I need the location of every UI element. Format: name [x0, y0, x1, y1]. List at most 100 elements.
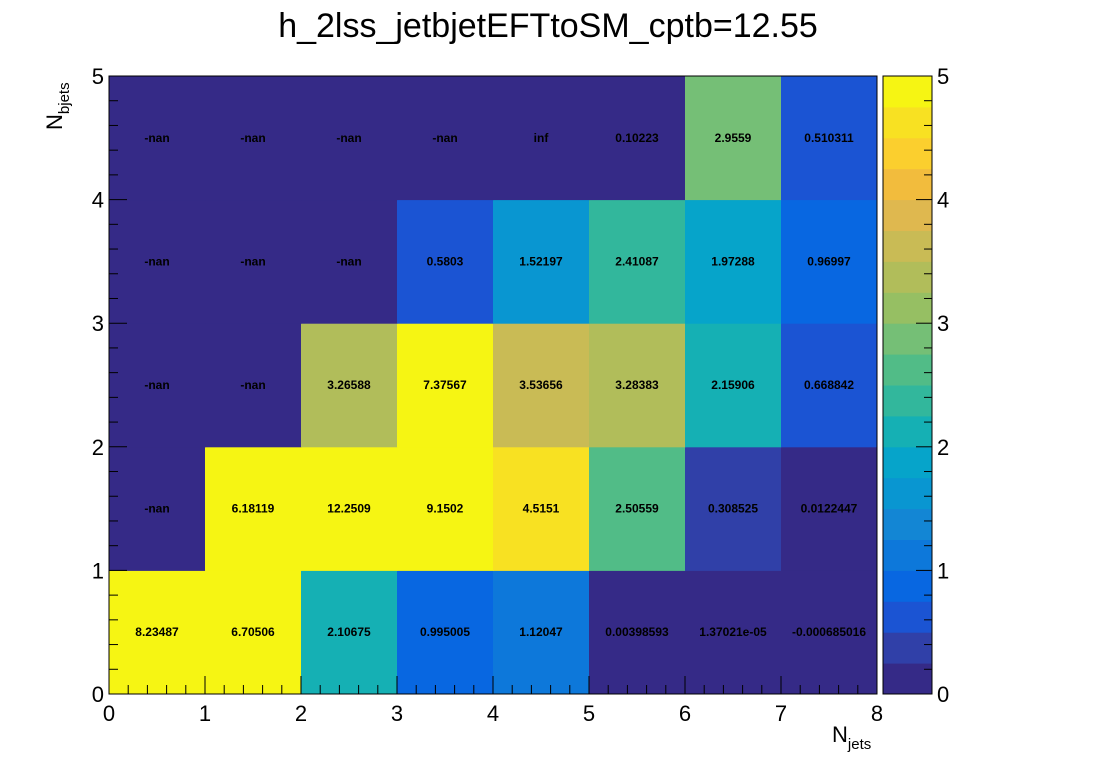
cell-value-label: 0.510311 — [804, 131, 854, 145]
x-tick-label: 6 — [679, 701, 691, 726]
cell-value-label: -nan — [144, 378, 169, 392]
cell-value-label: 12.2509 — [327, 502, 371, 516]
cell-value-label: 2.50559 — [615, 502, 659, 516]
palette-segment — [883, 508, 932, 540]
palette-segment — [883, 168, 932, 201]
cell-value-label: -nan — [336, 254, 361, 268]
heatmap-cell — [781, 199, 878, 324]
heatmap-cell — [781, 446, 878, 571]
heatmap-cell — [781, 570, 878, 695]
heatmap-cells — [109, 76, 878, 695]
palette-tick-label: 5 — [937, 64, 949, 89]
cell-value-label: -nan — [240, 131, 265, 145]
cell-value-label: 3.26588 — [327, 378, 371, 392]
cell-value-label: 3.53656 — [519, 378, 563, 392]
cell-value-label: inf — [534, 131, 550, 145]
palette-segment — [883, 539, 932, 571]
cell-value-label: 1.52197 — [519, 254, 563, 268]
cell-value-label: -nan — [240, 254, 265, 268]
palette-tick-label: 1 — [937, 558, 949, 583]
x-tick-label: 1 — [199, 701, 211, 726]
palette-tick-label: 4 — [937, 188, 949, 213]
heatmap-cell — [493, 323, 590, 448]
cell-value-label: -nan — [240, 378, 265, 392]
palette-segment — [883, 230, 932, 262]
palette-segment — [883, 415, 932, 448]
cell-value-label: -nan — [432, 131, 457, 145]
heatmap-cell — [493, 570, 590, 695]
y-tick-label: 3 — [92, 311, 104, 336]
heatmap-cell — [205, 570, 302, 695]
heatmap-cell — [589, 446, 686, 571]
cell-value-label: 1.97288 — [711, 254, 755, 268]
y-tick-label: 0 — [92, 682, 104, 707]
cell-value-label: -0.000685016 — [792, 625, 866, 639]
heatmap-cell — [109, 446, 206, 571]
cell-value-label: 0.10223 — [615, 131, 659, 145]
palette-segment — [883, 261, 932, 293]
cell-value-label: 0.0122447 — [801, 502, 858, 516]
heatmap-cell — [109, 323, 206, 448]
palette-segment — [883, 199, 932, 231]
heatmap-cell — [205, 446, 302, 571]
palette-segment — [883, 323, 932, 355]
heatmap-cell — [109, 199, 206, 324]
heatmap-cell — [685, 570, 782, 695]
cell-value-label: 3.28383 — [615, 378, 659, 392]
cell-value-label: -nan — [144, 502, 169, 516]
palette-segment — [883, 385, 932, 417]
palette-segment — [883, 477, 932, 510]
y-axis-label-main: N — [42, 114, 67, 130]
palette-tick-label: 3 — [937, 311, 949, 336]
y-tick-label: 2 — [92, 435, 104, 460]
heatmap-cell — [781, 76, 878, 201]
x-tick-label: 7 — [775, 701, 787, 726]
cell-value-label: 7.37567 — [423, 378, 467, 392]
heatmap-cell — [685, 446, 782, 571]
heatmap-cell — [301, 76, 398, 201]
x-axis-label-sub: jets — [847, 736, 871, 753]
cell-value-label: 0.5803 — [427, 254, 464, 268]
cell-labels: 8.23487 6.70506 2.10675 0.995005 1.12047 0.00… — [135, 131, 866, 639]
heatmap-cell — [301, 570, 398, 695]
x-tick-label: 3 — [391, 701, 403, 726]
cell-value-label: 2.10675 — [327, 625, 371, 639]
heatmap-cell — [493, 76, 590, 201]
heatmap-cell — [205, 199, 302, 324]
heatmap-cell — [397, 199, 494, 324]
heatmap-cell — [301, 323, 398, 448]
cell-value-label: 0.308525 — [708, 502, 758, 516]
cell-value-label: 6.18119 — [232, 502, 275, 516]
cell-value-label: 8.23487 — [135, 625, 179, 639]
y-tick-label: 4 — [92, 188, 104, 213]
palette-segment — [883, 76, 932, 108]
x-tick-label: 8 — [871, 701, 883, 726]
heatmap-cell — [301, 446, 398, 571]
cell-value-label: 2.41087 — [615, 254, 659, 268]
heatmap-cell — [397, 446, 494, 571]
palette-tick-label: 0 — [937, 682, 949, 707]
cell-value-label: 2.15906 — [711, 378, 755, 392]
heatmap-cell — [685, 76, 782, 201]
cell-value-label: 0.995005 — [420, 625, 470, 639]
y-axis-label: Nbjets — [42, 82, 73, 130]
heatmap-cell — [397, 76, 494, 201]
palette-segment — [883, 663, 932, 695]
x-axis-label-main: N — [832, 722, 848, 747]
palette-segment — [883, 570, 932, 602]
palette-segment — [883, 446, 932, 479]
cell-value-label: 4.5151 — [523, 502, 560, 516]
cell-value-label: -nan — [144, 131, 169, 145]
y-tick-label: 5 — [92, 64, 104, 89]
x-axis-label: Njets — [832, 722, 871, 753]
palette-segment — [883, 354, 932, 386]
cell-value-label: -nan — [336, 131, 361, 145]
cell-value-label: 1.12047 — [519, 625, 563, 639]
heatmap-cell — [301, 199, 398, 324]
palette-segment — [883, 292, 932, 324]
x-tick-label: 2 — [295, 701, 307, 726]
heatmap-cell — [493, 199, 590, 324]
heatmap-cell — [205, 76, 302, 201]
heatmap-cell — [685, 199, 782, 324]
palette-segment — [883, 601, 932, 633]
